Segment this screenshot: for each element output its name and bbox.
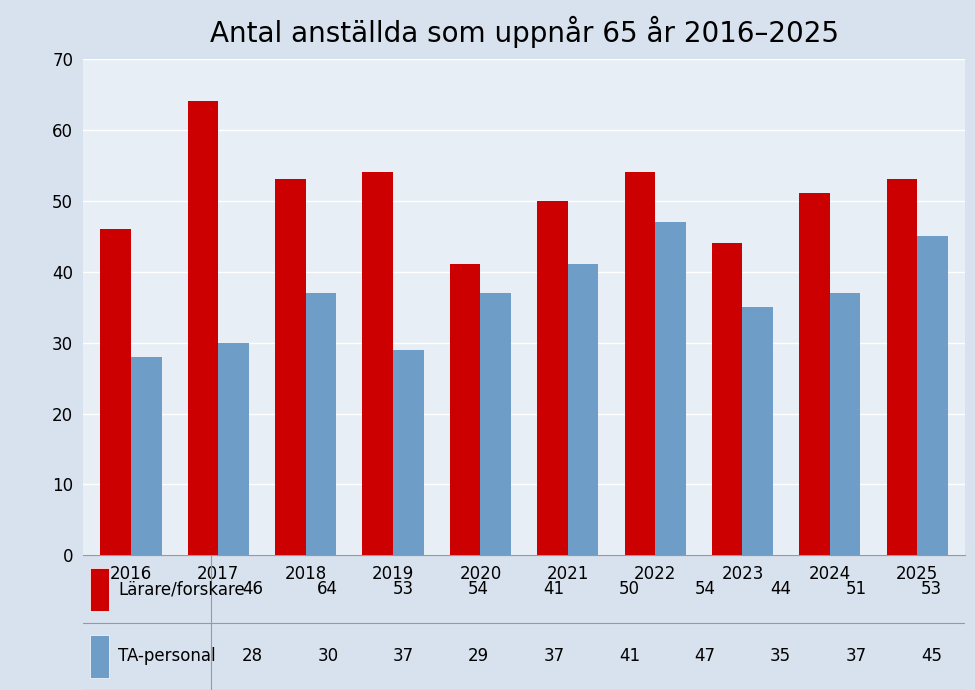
Text: 47: 47	[694, 647, 716, 665]
Bar	[625, 172, 655, 555]
Bar	[363, 172, 393, 555]
Text: 41: 41	[619, 647, 641, 665]
Bar	[537, 201, 567, 555]
Bar	[100, 229, 131, 555]
Text: 35: 35	[770, 647, 791, 665]
Bar	[917, 236, 948, 555]
Bar	[886, 179, 917, 555]
Text: 50: 50	[619, 580, 640, 598]
Bar	[743, 307, 773, 555]
Text: 37: 37	[845, 647, 867, 665]
Bar	[188, 101, 218, 555]
Text: 44: 44	[770, 580, 791, 598]
Text: 51: 51	[845, 580, 867, 598]
Text: 54: 54	[468, 580, 489, 598]
Text: TA-personal: TA-personal	[118, 647, 215, 665]
FancyBboxPatch shape	[90, 635, 109, 678]
Bar	[449, 264, 481, 555]
Text: 53: 53	[920, 580, 942, 598]
Text: 64: 64	[317, 580, 338, 598]
Bar	[830, 293, 860, 555]
Text: 28: 28	[242, 647, 263, 665]
Bar	[655, 222, 685, 555]
FancyBboxPatch shape	[90, 568, 109, 611]
Text: 53: 53	[393, 580, 413, 598]
Bar	[393, 350, 423, 555]
Bar	[218, 342, 249, 555]
Text: 30: 30	[317, 647, 338, 665]
Text: 37: 37	[393, 647, 413, 665]
Text: 54: 54	[694, 580, 716, 598]
Text: 45: 45	[920, 647, 942, 665]
Title: Antal anställda som uppnår 65 år 2016–2025: Antal anställda som uppnår 65 år 2016–20…	[210, 16, 838, 48]
Bar	[305, 293, 336, 555]
Bar	[800, 193, 830, 555]
Bar	[275, 179, 305, 555]
Bar	[131, 357, 162, 555]
Bar	[481, 293, 511, 555]
Text: Lärare/forskare: Lärare/forskare	[118, 580, 245, 598]
Bar	[567, 264, 599, 555]
Text: 46: 46	[242, 580, 263, 598]
Text: 29: 29	[468, 647, 489, 665]
Text: 37: 37	[543, 647, 565, 665]
Text: 41: 41	[543, 580, 565, 598]
Bar	[712, 243, 743, 555]
